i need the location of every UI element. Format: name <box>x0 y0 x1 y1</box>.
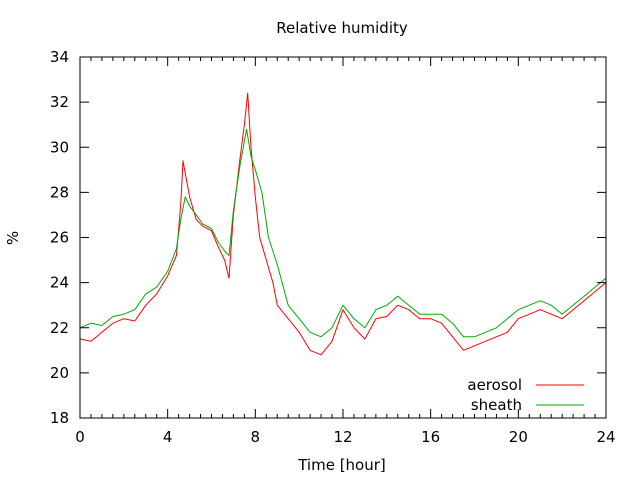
y-axis-label: % <box>4 231 22 245</box>
y-tick-label: 26 <box>50 229 69 247</box>
x-tick-label: 24 <box>596 428 615 446</box>
y-tick-label: 34 <box>50 48 69 66</box>
y-tick-label: 30 <box>50 138 69 156</box>
y-tick-label: 24 <box>50 274 69 292</box>
y-tick-label: 22 <box>50 319 69 337</box>
series-line-aerosol <box>79 92 607 356</box>
legend-label-sheath: sheath <box>471 396 522 414</box>
axes: 18 20 22 24 26 28 30 32 34 0 4 8 12 16 20 24 <box>50 48 616 446</box>
legend: aerosol sheath <box>467 376 584 414</box>
y-tick-label: 18 <box>50 409 69 427</box>
series-line-sheath <box>79 128 607 338</box>
chart-title: Relative humidity <box>276 19 408 37</box>
y-tick-label: 20 <box>50 364 69 382</box>
legend-label-aerosol: aerosol <box>467 376 522 394</box>
plot-frame <box>79 56 607 419</box>
x-tick-label: 20 <box>509 428 528 446</box>
x-tick-label: 12 <box>333 428 352 446</box>
x-tick-label: 8 <box>251 428 261 446</box>
y-tick-label: 32 <box>50 93 69 111</box>
x-axis-label: Time [hour] <box>297 456 386 474</box>
x-tick-label: 4 <box>163 428 173 446</box>
x-tick-label: 0 <box>75 428 85 446</box>
x-tick-label: 16 <box>421 428 440 446</box>
y-tick-label: 28 <box>50 183 69 201</box>
plot-area <box>79 92 607 356</box>
